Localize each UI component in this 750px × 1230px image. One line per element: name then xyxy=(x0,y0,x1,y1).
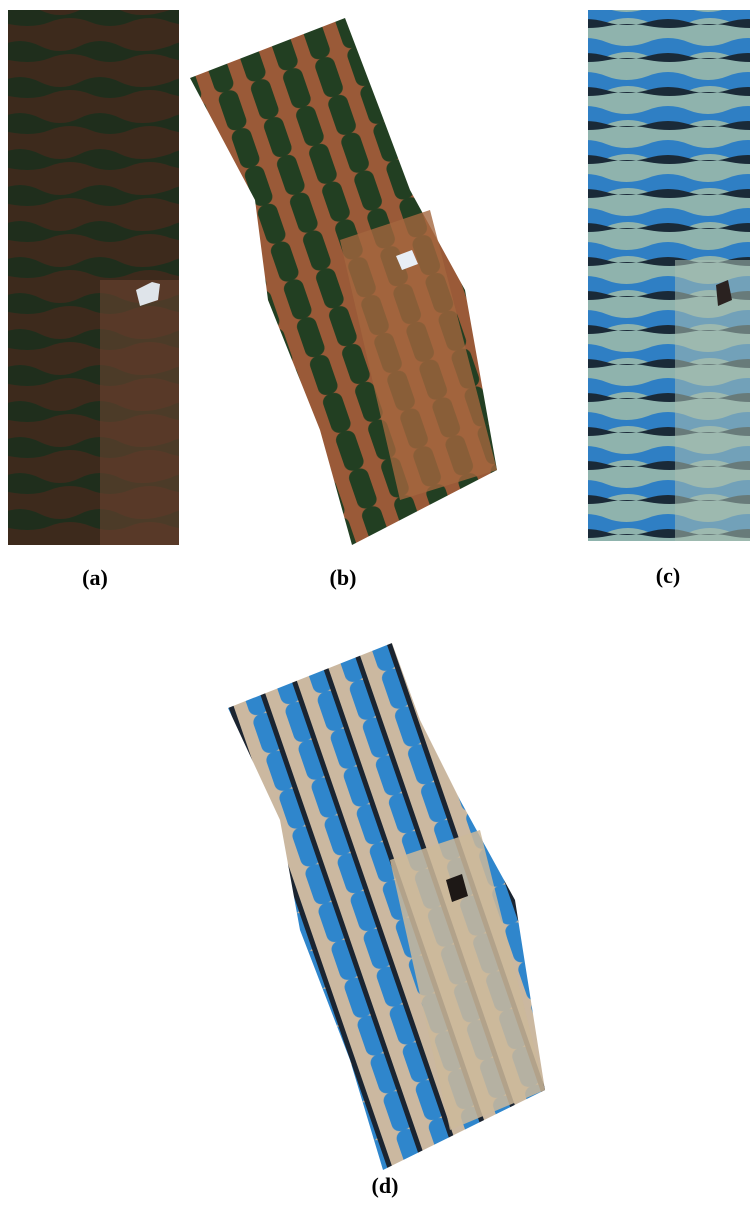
panel-d-image xyxy=(228,643,545,1170)
panel-label: (a) xyxy=(82,565,108,590)
panel-a-image xyxy=(8,10,179,545)
panel-label: (b) xyxy=(330,565,357,590)
panel-c-image xyxy=(588,10,750,541)
panel-b-image xyxy=(190,18,497,545)
panel-label: (d) xyxy=(372,1173,399,1198)
figure: (a) (b) (c) (d) xyxy=(0,0,750,1230)
page: (a) (b) (c) (d) (() => { const data = JS… xyxy=(0,0,750,1230)
panel-label: (c) xyxy=(656,563,680,588)
